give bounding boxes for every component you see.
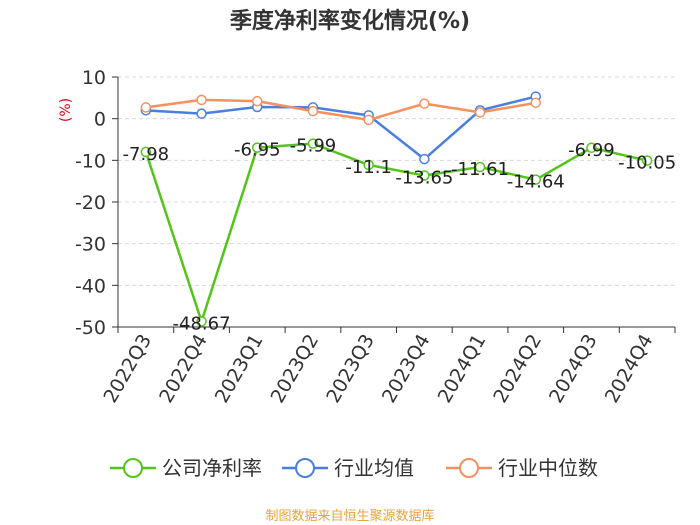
data-label: -11.1 [345,157,392,178]
data-point [419,98,430,109]
series-lines [140,91,653,327]
legend-marker [459,458,479,478]
data-point [196,316,207,327]
legend-item-2[interactable]: 行业中位数 [446,456,598,480]
data-label: -6.99 [568,140,615,161]
x-tick-label: 2023Q3 [322,331,379,407]
series-line-0 [144,142,648,323]
data-point [419,153,430,165]
data-label: -11.61 [451,159,509,180]
data-label: -14.64 [507,172,565,193]
x-tick-label: 2024Q1 [434,331,491,407]
data-point [363,159,374,171]
data-point [641,155,653,166]
data-point [140,102,152,113]
data-label: -6.95 [234,140,281,161]
x-tick-label: 2022Q3 [99,331,156,407]
data-label: -10.05 [618,153,676,174]
x-tick-label: 2023Q1 [211,331,268,407]
y-tick-label: -10 [75,150,106,172]
legend-item-0[interactable]: 公司净利率 [110,456,262,480]
y-tick-label: 0 [94,109,106,131]
legend-label: 行业均值 [334,456,414,480]
x-tick-label: 2024Q2 [489,331,546,407]
source-note: 制图数据来自恒生聚源数据库 [265,508,434,524]
data-point [140,146,152,158]
data-point [474,161,486,173]
chart-title: 季度净利率变化情况(%) [230,8,470,34]
x-tick-label: 2022Q4 [155,331,212,407]
data-point [252,95,263,107]
data-labels: -7.98-48.67-6.95 -5.99-11.1-13.65-11.61-1… [123,136,677,335]
data-point [252,142,263,153]
data-point [530,174,541,185]
data-point [474,107,486,118]
y-tick-label: -50 [75,317,106,339]
legend[interactable]: 公司净利率 行业均值 行业中位数 [110,456,598,480]
data-point [586,142,597,154]
data-label: -5.99 [290,136,337,157]
x-tick-label: 2023Q4 [378,331,435,407]
legend-label: 公司净利率 [162,456,262,480]
legend-label: 行业中位数 [498,456,598,480]
data-point [419,170,430,181]
legend-marker [295,458,315,478]
y-axis-unit: (%) [58,98,74,122]
data-point [307,105,319,117]
data-point [307,138,319,149]
series-line-2 [145,98,536,122]
y-tick-label: -20 [75,192,106,214]
x-tick-label: 2023Q2 [267,331,324,407]
data-label: -13.65 [395,168,453,189]
x-tick-label: 2024Q3 [545,331,602,407]
x-tick-label: 2024Q4 [601,331,658,407]
legend-item-1[interactable]: 行业均值 [282,456,414,480]
data-label: -48.67 [173,313,231,334]
y-tick-label: -30 [75,234,106,256]
series-line-1 [145,95,537,161]
y-tick-label: 10 [82,67,106,89]
data-point [196,94,207,106]
legend-marker [123,458,143,478]
data-point [196,108,207,119]
data-point [363,114,374,126]
data-point [530,97,541,109]
y-tick-label: -40 [75,275,106,297]
data-label: -7.98 [123,144,170,165]
